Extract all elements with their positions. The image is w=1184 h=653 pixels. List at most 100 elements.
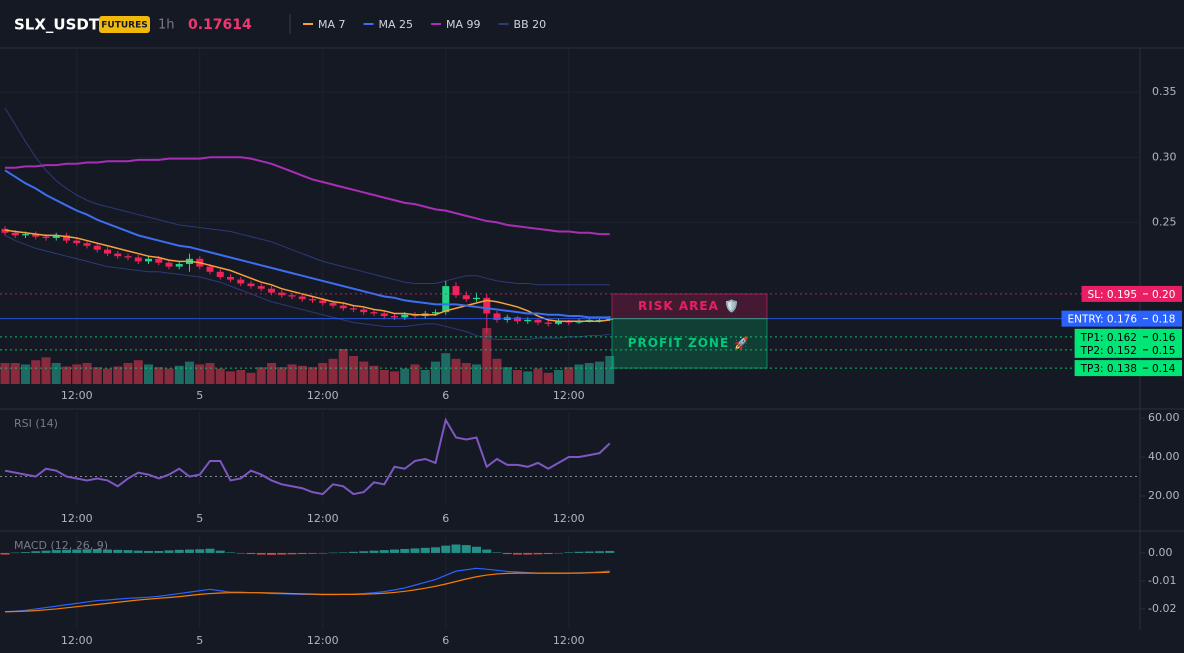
badge-bg (99, 16, 150, 33)
candle-body (555, 321, 562, 324)
candle-body (93, 245, 101, 250)
macd-histogram-bar (256, 552, 266, 555)
level-tag-bg (1074, 328, 1182, 345)
macd-histogram-bar (369, 550, 379, 553)
candle-body (493, 313, 501, 320)
volume-bar (410, 364, 420, 384)
volume-bar (359, 361, 369, 384)
ma-line (4, 229, 610, 322)
macd-histogram-bar (595, 551, 604, 553)
candle-body (329, 303, 337, 306)
legend-label: MA 7 (318, 18, 346, 31)
candle-body (134, 257, 142, 262)
candle-body (257, 286, 265, 289)
volume-bar (267, 363, 276, 384)
candle-body (473, 297, 480, 300)
volume-bar (51, 363, 61, 384)
macd-histogram-bar (10, 552, 20, 554)
macd-histogram-bar (441, 545, 451, 553)
macd-histogram-bar (513, 552, 522, 555)
volume-bar (256, 367, 266, 384)
macd-histogram-bar (349, 551, 358, 553)
macd-histogram-bar (400, 549, 410, 553)
x-tick-label: 5 (196, 389, 203, 402)
candle-body (319, 300, 327, 304)
signal-line (4, 571, 610, 613)
volume-bar (154, 367, 164, 384)
symbol: SLX_USDT (14, 16, 100, 34)
macd-histogram-bar (41, 550, 51, 553)
candle-body (462, 295, 470, 300)
candle-body (216, 271, 224, 278)
volume-bar (82, 363, 92, 384)
volume-bar (390, 371, 399, 384)
x-tick-label: 12:00 (553, 389, 585, 402)
level-axis-label: 0.15 (1152, 345, 1175, 357)
candle-body (544, 322, 552, 324)
last-price: 0.17614 (188, 17, 252, 33)
x-tick-label: 12:00 (61, 389, 93, 402)
rsi-tick-label: 20.00 (1148, 489, 1180, 502)
candle-body (22, 234, 29, 236)
candle-body (175, 263, 183, 267)
rsi-line (4, 417, 611, 496)
macd-histogram-bar (420, 547, 430, 553)
macd-histogram-bar (113, 549, 123, 553)
macd-histogram-bar (543, 552, 553, 555)
macd-histogram-bar (338, 552, 348, 553)
volume-bar (144, 364, 153, 384)
candle-body (360, 309, 368, 313)
volume-bar (441, 353, 451, 384)
candle-body (452, 286, 460, 296)
volume-bar (297, 365, 307, 384)
volume-bar (215, 368, 225, 384)
macd-histogram-bar (164, 550, 174, 553)
level-tag-bg (1061, 310, 1182, 327)
volume-bar (328, 358, 338, 384)
macd-histogram-bar (103, 549, 112, 553)
candle-body (350, 308, 357, 310)
x-tick-label: 5 (196, 634, 203, 647)
candle-body (483, 297, 491, 314)
level-axis-label: 0.20 (1152, 289, 1175, 301)
macd-histogram-bar (267, 552, 276, 555)
macd-tick-label: -0.02 (1148, 602, 1176, 615)
volume-bar (31, 360, 41, 384)
macd-histogram-bar (205, 548, 215, 553)
zone (611, 318, 768, 369)
macd-histogram-bar (584, 551, 594, 553)
candle-body (268, 288, 275, 293)
macd-histogram-bar (133, 550, 143, 553)
volume-bar (103, 368, 112, 384)
macd-histogram-bar (379, 550, 389, 553)
ma-line (4, 169, 610, 319)
macd-histogram-bar (390, 549, 399, 553)
candle-body (165, 262, 173, 267)
volume-bar (523, 371, 533, 384)
volume-bar (369, 365, 379, 384)
rsi-label: RSI (14) (14, 417, 58, 430)
volume-bar (72, 364, 82, 384)
volume-bar (205, 363, 215, 384)
candle-body (155, 258, 163, 263)
candle-body (432, 312, 439, 314)
macd-tick-label: -0.01 (1148, 574, 1176, 587)
volume-bar (195, 364, 205, 384)
macd-histogram-bar (554, 552, 563, 554)
zone-label: RISK AREA 🛡️ (638, 299, 740, 313)
macd-histogram-bar (574, 551, 584, 553)
volume-bar (533, 368, 543, 384)
macd-histogram-bar (82, 549, 92, 553)
volume-bar (318, 363, 328, 384)
macd-histogram-bar (431, 547, 440, 553)
candle-body (52, 235, 60, 238)
y-tick-label: 0.30 (1152, 150, 1177, 163)
candle-body (380, 313, 388, 317)
volume-bar (236, 370, 246, 384)
x-tick-label: 12:00 (61, 512, 93, 525)
macd-histogram-bar (21, 552, 30, 553)
volume-bar (502, 367, 512, 384)
candle-body (206, 266, 214, 272)
interval: 1h (158, 18, 175, 33)
volume-bar (164, 368, 174, 384)
